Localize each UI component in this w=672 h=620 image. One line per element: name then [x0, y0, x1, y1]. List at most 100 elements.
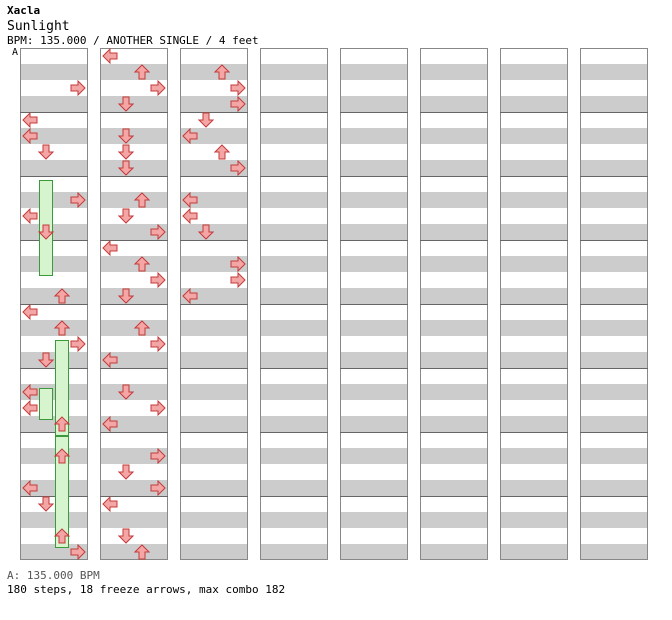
measure-line [340, 496, 408, 497]
bpm-legend: A: 135.000 BPM [7, 569, 100, 582]
step-arrow-down [118, 208, 134, 224]
step-arrow-left [22, 384, 38, 400]
measure-line [340, 240, 408, 241]
song-title: Sunlight [7, 19, 70, 34]
chart-info: BPM: 135.000 / ANOTHER SINGLE / 4 feet [7, 34, 259, 47]
step-arrow-down [118, 288, 134, 304]
measure-line [580, 240, 648, 241]
step-arrow-up [54, 288, 70, 304]
step-arrow-left [102, 240, 118, 256]
measure-line [100, 176, 168, 177]
measure-line [420, 112, 488, 113]
measure-line [340, 432, 408, 433]
measure-line [180, 304, 248, 305]
step-arrow-left [182, 208, 198, 224]
step-arrow-left [102, 416, 118, 432]
chart-column [100, 48, 168, 560]
measure-line [100, 112, 168, 113]
step-arrow-up [134, 320, 150, 336]
bpm-marker: A [12, 47, 19, 58]
step-arrow-right [70, 80, 86, 96]
measure-line [180, 176, 248, 177]
measure-line [260, 496, 328, 497]
measure-line [420, 432, 488, 433]
step-arrow-down [118, 528, 134, 544]
chart-column [260, 48, 328, 560]
step-arrow-down [118, 384, 134, 400]
freeze-arrow [55, 340, 69, 436]
step-arrow-right [150, 336, 166, 352]
step-arrow-right [230, 80, 246, 96]
measure-line [500, 112, 568, 113]
measure-line [420, 240, 488, 241]
chart-column [500, 48, 568, 560]
measure-line [500, 432, 568, 433]
measure-line [420, 176, 488, 177]
step-arrow-up [54, 320, 70, 336]
measure-line [20, 112, 88, 113]
measure-line [500, 368, 568, 369]
step-arrow-right [70, 544, 86, 560]
measure-line [20, 368, 88, 369]
step-arrow-up [54, 448, 70, 464]
step-arrow-up [134, 192, 150, 208]
step-arrow-right [150, 448, 166, 464]
measure-line [260, 368, 328, 369]
step-arrow-down [198, 112, 214, 128]
measure-line [340, 368, 408, 369]
step-arrow-down [118, 128, 134, 144]
measure-line [420, 368, 488, 369]
freeze-arrow [55, 436, 69, 548]
step-arrow-right [70, 336, 86, 352]
step-arrow-right [230, 160, 246, 176]
measure-line [180, 112, 248, 113]
measure-line [180, 432, 248, 433]
step-arrow-up [54, 416, 70, 432]
measure-line [20, 176, 88, 177]
measure-line [340, 112, 408, 113]
measure-line [260, 112, 328, 113]
measure-line [260, 176, 328, 177]
measure-line [100, 240, 168, 241]
step-arrow-right [230, 256, 246, 272]
step-arrow-left [22, 128, 38, 144]
measure-line [580, 496, 648, 497]
step-arrow-down [118, 160, 134, 176]
measure-line [100, 496, 168, 497]
step-arrow-right [150, 224, 166, 240]
chart-column [340, 48, 408, 560]
measure-line [500, 240, 568, 241]
step-arrow-up [214, 64, 230, 80]
freeze-arrow [39, 388, 53, 420]
step-arrow-right [150, 480, 166, 496]
measure-line [420, 304, 488, 305]
chart-column [420, 48, 488, 560]
measure-line [180, 368, 248, 369]
measure-line [580, 112, 648, 113]
step-arrow-left [182, 192, 198, 208]
chart-column [180, 48, 248, 560]
measure-line [20, 304, 88, 305]
measure-line [100, 432, 168, 433]
step-arrow-right [150, 400, 166, 416]
step-arrow-left [22, 112, 38, 128]
step-arrow-down [118, 96, 134, 112]
step-arrow-down [118, 144, 134, 160]
artist-name: Xacla [7, 4, 41, 17]
step-arrow-left [22, 480, 38, 496]
chart-stats: 180 steps, 18 freeze arrows, max combo 1… [7, 583, 286, 596]
measure-line [500, 304, 568, 305]
step-arrow-left [22, 208, 38, 224]
measure-line [180, 496, 248, 497]
step-arrow-right [230, 96, 246, 112]
step-arrow-down [38, 496, 54, 512]
measure-line [20, 240, 88, 241]
step-arrow-down [198, 224, 214, 240]
measure-line [340, 176, 408, 177]
step-arrow-right [230, 272, 246, 288]
chart-column [580, 48, 648, 560]
step-arrow-up [214, 144, 230, 160]
measure-line [180, 240, 248, 241]
measure-line [420, 496, 488, 497]
measure-line [260, 304, 328, 305]
